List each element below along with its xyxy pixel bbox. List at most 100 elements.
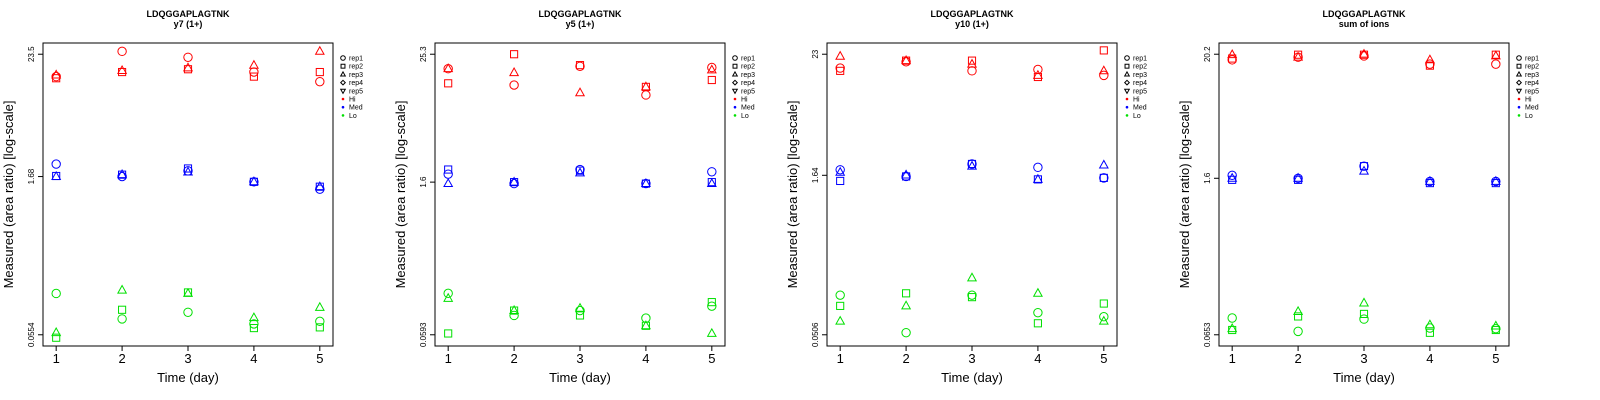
data-point [835, 165, 845, 175]
legend-marker [339, 88, 347, 95]
data-point [1491, 59, 1501, 69]
legend-label: Lo [1525, 113, 1533, 120]
data-point [901, 169, 912, 179]
x-axis-label: Time (day) [157, 370, 219, 385]
data-point [575, 61, 585, 71]
x-tick-label: 4 [642, 351, 649, 366]
data-point [574, 302, 586, 312]
x-tick-label: 4 [250, 351, 257, 366]
legend-label: Hi [349, 97, 356, 104]
data-point [1491, 325, 1500, 335]
legend-marker [731, 70, 739, 77]
legend-marker [731, 88, 739, 95]
data-point [443, 288, 453, 299]
data-point [443, 292, 454, 302]
legend-label: Lo [741, 113, 749, 120]
data-point [835, 315, 846, 325]
data-point [967, 56, 977, 65]
data-point [1032, 287, 1043, 297]
data-point [510, 306, 519, 315]
data-point [51, 69, 62, 79]
data-point [249, 72, 258, 81]
legend-label: Med [741, 105, 755, 112]
legend-label: rep5 [1525, 88, 1539, 95]
legend-color-dot [733, 114, 737, 117]
x-tick-label: 2 [902, 351, 909, 366]
y-tick-label: 23.5 [27, 46, 36, 62]
x-axis-label: Time (day) [1333, 370, 1395, 385]
data-point [1099, 312, 1109, 322]
x-tick-label: 2 [118, 351, 125, 366]
data-point [707, 298, 716, 307]
y-tick-label: 20.2 [1203, 46, 1212, 62]
legend-label: rep4 [741, 80, 755, 87]
x-tick-label: 5 [316, 351, 323, 366]
data-point [52, 333, 61, 342]
data-point [1032, 69, 1043, 79]
x-tick-label: 3 [576, 351, 583, 366]
data-point [1293, 172, 1304, 182]
data-point [574, 87, 586, 97]
y-tick-label: 1.6 [1203, 172, 1212, 184]
data-point [315, 67, 324, 77]
data-point [641, 90, 651, 100]
chart-title: LDQGGAPLAGTNK [539, 9, 622, 19]
data-point [901, 171, 911, 182]
data-point [510, 50, 519, 59]
data-point [902, 56, 911, 65]
legend-color-dot [341, 97, 345, 101]
data-point [901, 54, 912, 65]
data-point [641, 321, 650, 330]
data-point [1293, 326, 1303, 337]
data-point [315, 182, 324, 191]
data-point [315, 76, 325, 87]
y-axis-label: Measured (area ratio) [log-scale] [1177, 101, 1192, 289]
legend-marker [1124, 63, 1130, 69]
data-point [51, 327, 62, 337]
data-point [707, 167, 717, 177]
data-point [967, 66, 977, 76]
data-point [1490, 320, 1501, 330]
data-point [640, 177, 651, 188]
data-point [1358, 165, 1370, 175]
data-point [315, 323, 324, 332]
legend-color-dot [1517, 97, 1521, 101]
y-tick-label: 1.6 [419, 176, 428, 188]
data-point [575, 166, 585, 175]
x-tick-label: 1 [837, 351, 844, 366]
y-tick-label: 23 [811, 49, 820, 58]
data-point [640, 320, 651, 330]
data-point [183, 307, 193, 317]
legend-marker [731, 79, 739, 86]
legend-color-dot [733, 105, 737, 109]
y-tick-label: 0.0653 [1203, 322, 1212, 347]
legend-label: rep3 [741, 72, 755, 79]
data-point [1425, 328, 1434, 337]
data-point [509, 176, 520, 186]
legend-label: rep1 [1133, 56, 1147, 63]
data-point [444, 165, 453, 174]
chart-subtitle: sum of ions [1339, 19, 1390, 29]
data-point [967, 290, 977, 300]
legend-label: rep5 [349, 88, 363, 95]
data-point [1294, 312, 1303, 321]
data-point [314, 45, 325, 55]
data-point [835, 50, 846, 60]
data-point [1490, 175, 1501, 185]
x-tick-label: 3 [968, 351, 975, 366]
data-point [575, 305, 585, 316]
y-tick-label: 0.0506 [811, 322, 820, 347]
y-axis-label: Measured (area ratio) [log-scale] [1, 101, 16, 289]
data-point [1227, 170, 1237, 181]
x-tick-label: 5 [1100, 351, 1107, 366]
data-point [835, 63, 845, 73]
data-point [1099, 70, 1109, 81]
legend-color-dot [1517, 105, 1521, 109]
data-point [1359, 50, 1369, 59]
legend-marker [339, 79, 347, 86]
data-point [1359, 314, 1369, 324]
legend-marker [1515, 70, 1523, 77]
